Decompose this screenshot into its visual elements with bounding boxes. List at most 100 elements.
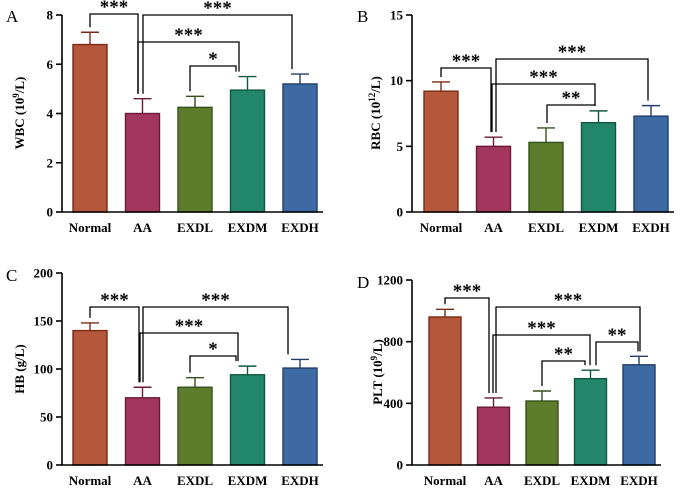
y-tick-label: 0	[397, 205, 404, 220]
y-axis-title-unit: /L)	[12, 77, 27, 95]
bar-aa	[124, 112, 161, 213]
significance-bracket	[440, 67, 492, 133]
y-tick-label: 800	[384, 334, 404, 349]
category-label-aa: AA	[484, 220, 503, 235]
significance-bracket	[595, 341, 639, 366]
bar-exdl	[528, 141, 564, 213]
category-label-exdm: EXDM	[228, 220, 268, 235]
significance-label: ***	[558, 42, 587, 63]
panel-b: B Normal AA EXDL EXDM EXDH 0 5 10 15 RBC (1012/L) *…	[357, 7, 674, 235]
y-axis-title: HB (g/L)	[12, 344, 27, 393]
bar-exdm	[573, 377, 608, 466]
significance-label: **	[608, 325, 627, 346]
y-axis-title: WBC (109/L)	[11, 77, 27, 150]
significance-bracket	[142, 14, 293, 94]
panel-letter: B	[357, 7, 368, 26]
y-tick-label: 200	[34, 266, 54, 281]
significance-label: **	[562, 88, 581, 109]
y-tick-label: 1200	[377, 273, 403, 288]
bar-aa	[475, 145, 512, 213]
y-tick-label: 8	[47, 8, 54, 23]
y-tick-label: 10	[390, 73, 403, 88]
bar-normal	[72, 329, 108, 466]
bar-exdl	[177, 386, 213, 466]
y-axis-title-superscript: 9	[369, 355, 379, 360]
category-label-exdl: EXDL	[524, 473, 560, 488]
bar-exdm	[229, 374, 266, 466]
y-axis-title: RBC (1012/L)	[367, 76, 383, 150]
significance-label: ***	[554, 290, 583, 311]
category-label-exdm: EXDM	[579, 220, 619, 235]
significance-bracket	[546, 104, 596, 123]
significance-bracket	[492, 334, 591, 393]
significance-label: ***	[100, 0, 129, 18]
y-axis-title-main: HB (g/L)	[12, 344, 27, 393]
y-tick-label: 150	[34, 314, 54, 329]
category-label-normal: Normal	[69, 473, 112, 488]
significance-label: ***	[527, 318, 556, 339]
significance-label: **	[554, 344, 573, 365]
significance-label: ***	[100, 290, 129, 311]
y-axis-title: PLT (109/L)	[369, 339, 385, 405]
y-tick-label: 400	[384, 396, 404, 411]
y-axis-title-superscript: 9	[11, 93, 21, 98]
significance-bracket	[139, 332, 239, 383]
bar-exdl	[177, 106, 213, 213]
significance-bracket	[541, 360, 586, 386]
significance-label: ***	[201, 290, 230, 311]
y-axis-title-unit: /L)	[370, 339, 385, 357]
bar-exdm	[229, 89, 266, 213]
category-label-exdl: EXDL	[177, 220, 213, 235]
category-label-normal: Normal	[69, 220, 112, 235]
significance-label: *	[208, 339, 218, 360]
y-tick-label: 0	[397, 458, 404, 473]
category-label-exdm: EXDM	[571, 473, 611, 488]
bar-normal	[428, 316, 462, 466]
y-axis-title-main: PLT (10	[370, 360, 385, 404]
significance-label: ***	[203, 0, 232, 19]
category-label-aa: AA	[484, 473, 503, 488]
panel-letter: C	[6, 266, 17, 285]
category-label-exdh: EXDH	[281, 473, 319, 488]
bar-exdm	[580, 121, 617, 213]
y-axis-title-main: RBC (10	[368, 102, 383, 150]
y-axis-title-unit: /L)	[368, 76, 383, 94]
y-axis-title-superscript: 12	[367, 92, 377, 102]
y-tick-label: 5	[397, 139, 404, 154]
significance-bracket	[491, 83, 596, 133]
panel-d: D Normal AA EXDL EXDM EXDH 0 400 800 1200 PLT (109…	[357, 273, 661, 488]
panel-letter: D	[357, 273, 369, 292]
significance-bracket	[142, 306, 289, 383]
y-tick-label: 100	[34, 362, 54, 377]
category-label-exdl: EXDL	[528, 220, 564, 235]
category-label-exdl: EXDL	[177, 473, 213, 488]
significance-label: ***	[175, 316, 204, 337]
y-tick-label: 0	[47, 205, 54, 220]
category-label-aa: AA	[133, 473, 152, 488]
significance-bracket	[495, 306, 641, 393]
significance-bracket	[189, 65, 237, 92]
significance-bracket	[189, 355, 237, 373]
bar-exdh	[633, 115, 669, 213]
panel-c: C Normal AA EXDL EXDM EXDH 0 50 100 150 200 HB (g/L…	[6, 266, 323, 488]
y-axis-title-main: WBC (10	[12, 98, 27, 150]
y-tick-label: 50	[40, 410, 53, 425]
y-tick-label: 4	[47, 106, 54, 121]
bar-exdh	[282, 367, 318, 466]
bar-normal	[72, 43, 108, 213]
category-label-exdh: EXDH	[281, 220, 319, 235]
bar-aa	[476, 406, 511, 466]
significance-bracket	[495, 58, 649, 133]
y-tick-label: 15	[390, 8, 404, 23]
significance-bracket	[444, 297, 490, 393]
significance-label: ***	[453, 281, 482, 302]
category-label-exdh: EXDH	[632, 220, 670, 235]
significance-bracket	[137, 41, 240, 94]
category-label-exdh: EXDH	[620, 473, 658, 488]
bar-aa	[124, 397, 161, 466]
bar-exdh	[282, 83, 318, 213]
bar-exdh	[622, 364, 656, 466]
significance-label: ***	[452, 51, 481, 72]
category-label-normal: Normal	[424, 473, 467, 488]
